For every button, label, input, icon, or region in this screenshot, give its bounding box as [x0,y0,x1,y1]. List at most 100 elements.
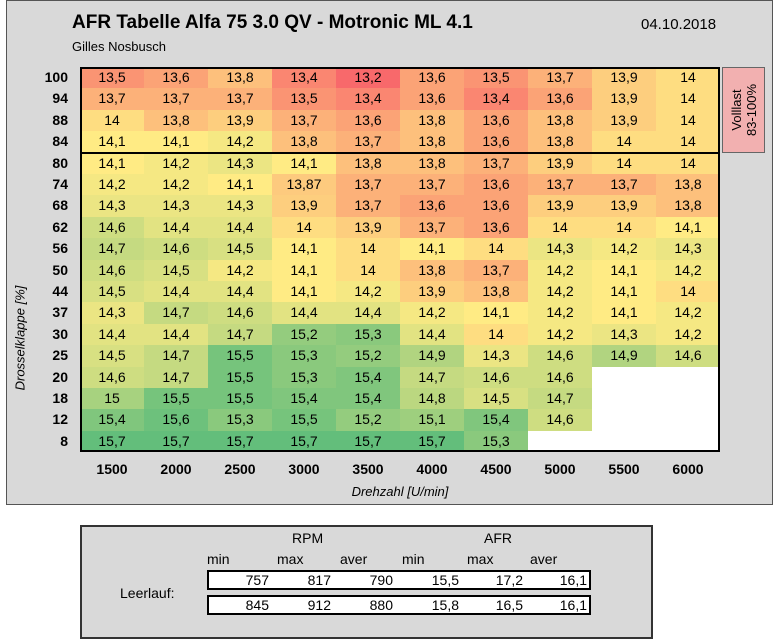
heatmap-cell: 13,6 [464,174,528,196]
heatmap-cell: 15,6 [144,409,208,431]
heatmap-cell: 13,5 [464,67,528,89]
heatmap-cell: 13,9 [592,67,656,89]
heatmap-cell: 14,3 [464,345,528,367]
y-tick-label: 25 [52,347,68,364]
heatmap-cell: 13,4 [336,88,400,110]
heatmap-cell [592,430,656,453]
heatmap-cell: 13,7 [400,216,464,239]
heatmap-cell: 13,6 [400,195,464,217]
heatmap-cell [528,430,592,453]
volllast-annotation: Volllast 83-100% [722,67,765,153]
heatmap-cell: 14,2 [528,302,592,324]
y-tick-label: 100 [44,69,68,85]
heatmap-cell: 14,6 [528,409,592,431]
heatmap-cell: 14,2 [80,174,144,196]
heatmap-cell: 13,7 [400,174,464,196]
heatmap-cell: 14 [656,67,720,89]
heatmap-cell: 13,7 [528,67,592,89]
heatmap-cell: 13,8 [400,259,464,281]
heatmap-cell: 14,2 [208,259,272,281]
heatmap-cell: 13,7 [464,152,528,174]
heatmap-cell: 13,8 [528,109,592,132]
heatmap-cell: 13,8 [336,152,400,174]
heatmap-cell: 13,8 [400,152,464,174]
heatmap-cell: 15,2 [336,345,400,367]
chart-title: AFR Tabelle Alfa 75 3.0 QV - Motronic ML… [72,12,473,33]
heatmap-cell: 15,5 [208,366,272,388]
heatmap-cell [592,388,656,410]
summary-sub-header: aver [530,551,558,567]
heatmap-cell: 14,4 [400,323,464,346]
y-tick-label: 94 [52,90,68,107]
afr-header: AFR [484,530,512,546]
heatmap-cell: 13,8 [464,281,528,303]
heatmap-cell [656,430,720,453]
heatmap-cell [592,409,656,431]
heatmap-cell: 14,3 [80,302,144,324]
heatmap-cell: 14,2 [400,302,464,324]
y-tick-label: 74 [52,176,68,192]
heatmap-cell: 13,9 [336,216,400,239]
y-tick-label: 20 [52,368,68,385]
y-tick-label: 68 [52,197,68,214]
heatmap-cell: 14,7 [528,388,592,410]
heatmap-cell: 13,8 [144,109,208,132]
heatmap-cell: 15,5 [208,345,272,367]
y-tick-label: 50 [52,261,68,278]
heatmap-cell: 13,9 [272,195,336,217]
heatmap-cell: 13,9 [208,109,272,132]
heatmap-cell: 14,1 [80,152,144,174]
heatmap-cell: 14,4 [208,216,272,239]
summary-value: 880 [369,597,393,613]
y-tick-label: 37 [52,304,68,321]
x-tick-label: 6000 [672,461,704,477]
heatmap-cell: 13,9 [592,195,656,217]
heatmap-cell: 14,6 [464,366,528,388]
heatmap-cell: 13,4 [272,67,336,89]
heatmap-cell: 14,1 [592,302,656,324]
summary-row: 757 817 790 15,5 17,2 16,1 [207,570,591,590]
heatmap-cell: 15,4 [272,388,336,410]
heatmap-cell: 14,2 [656,323,720,346]
heatmap-cell: 14,3 [208,152,272,174]
heatmap-cell: 14,6 [80,366,144,388]
heatmap-cell: 14,2 [656,259,720,281]
summary-value: 817 [307,572,331,588]
heatmap-cell: 14,6 [528,366,592,388]
heatmap-cell: 14 [528,216,592,239]
idle-row-label: Leerlauf: [120,585,175,601]
heatmap-cell: 13,8 [656,195,720,217]
heatmap-cell: 15,3 [272,366,336,388]
heatmap-cell: 15,4 [336,388,400,410]
summary-value: 16,1 [559,597,587,613]
y-tick-label: 44 [52,283,68,299]
heatmap-cell: 13,6 [336,109,400,132]
heatmap-cell: 14,4 [144,323,208,346]
idle-summary-table: RPM AFR min max aver min max aver Leerlauf: 7… [80,525,653,639]
heatmap-cell: 14,7 [144,302,208,324]
heatmap-cell: 15,7 [272,430,336,453]
summary-value: 16,1 [559,572,587,588]
heatmap-cell: 15,3 [336,323,400,346]
heatmap-cell: 13,7 [80,88,144,110]
y-axis-label: Drosselklappe [%] [12,285,28,391]
heatmap-cell: 13,9 [400,281,464,303]
heatmap-cell: 13,6 [144,67,208,89]
x-tick-label: 5500 [608,461,640,477]
heatmap-cell: 13,6 [400,88,464,110]
heatmap-cell: 15,7 [336,430,400,453]
summary-sub-header: aver [340,551,368,567]
heatmap-cell: 14,2 [336,281,400,303]
heatmap-cell: 13,2 [336,67,400,89]
y-tick-label: 12 [52,411,68,428]
summary-value: 15,5 [431,572,459,588]
heatmap-cell: 14,1 [80,131,144,153]
x-tick-label: 1500 [96,461,128,477]
heatmap-cell: 14,6 [208,302,272,324]
heatmap-cell: 15,3 [208,409,272,431]
heatmap-cell: 13,7 [592,174,656,196]
heatmap-cell: 14,3 [80,195,144,217]
heatmap-cell: 14,4 [144,281,208,303]
heatmap-cell: 13,7 [336,131,400,153]
heatmap-cell: 14,4 [144,216,208,239]
